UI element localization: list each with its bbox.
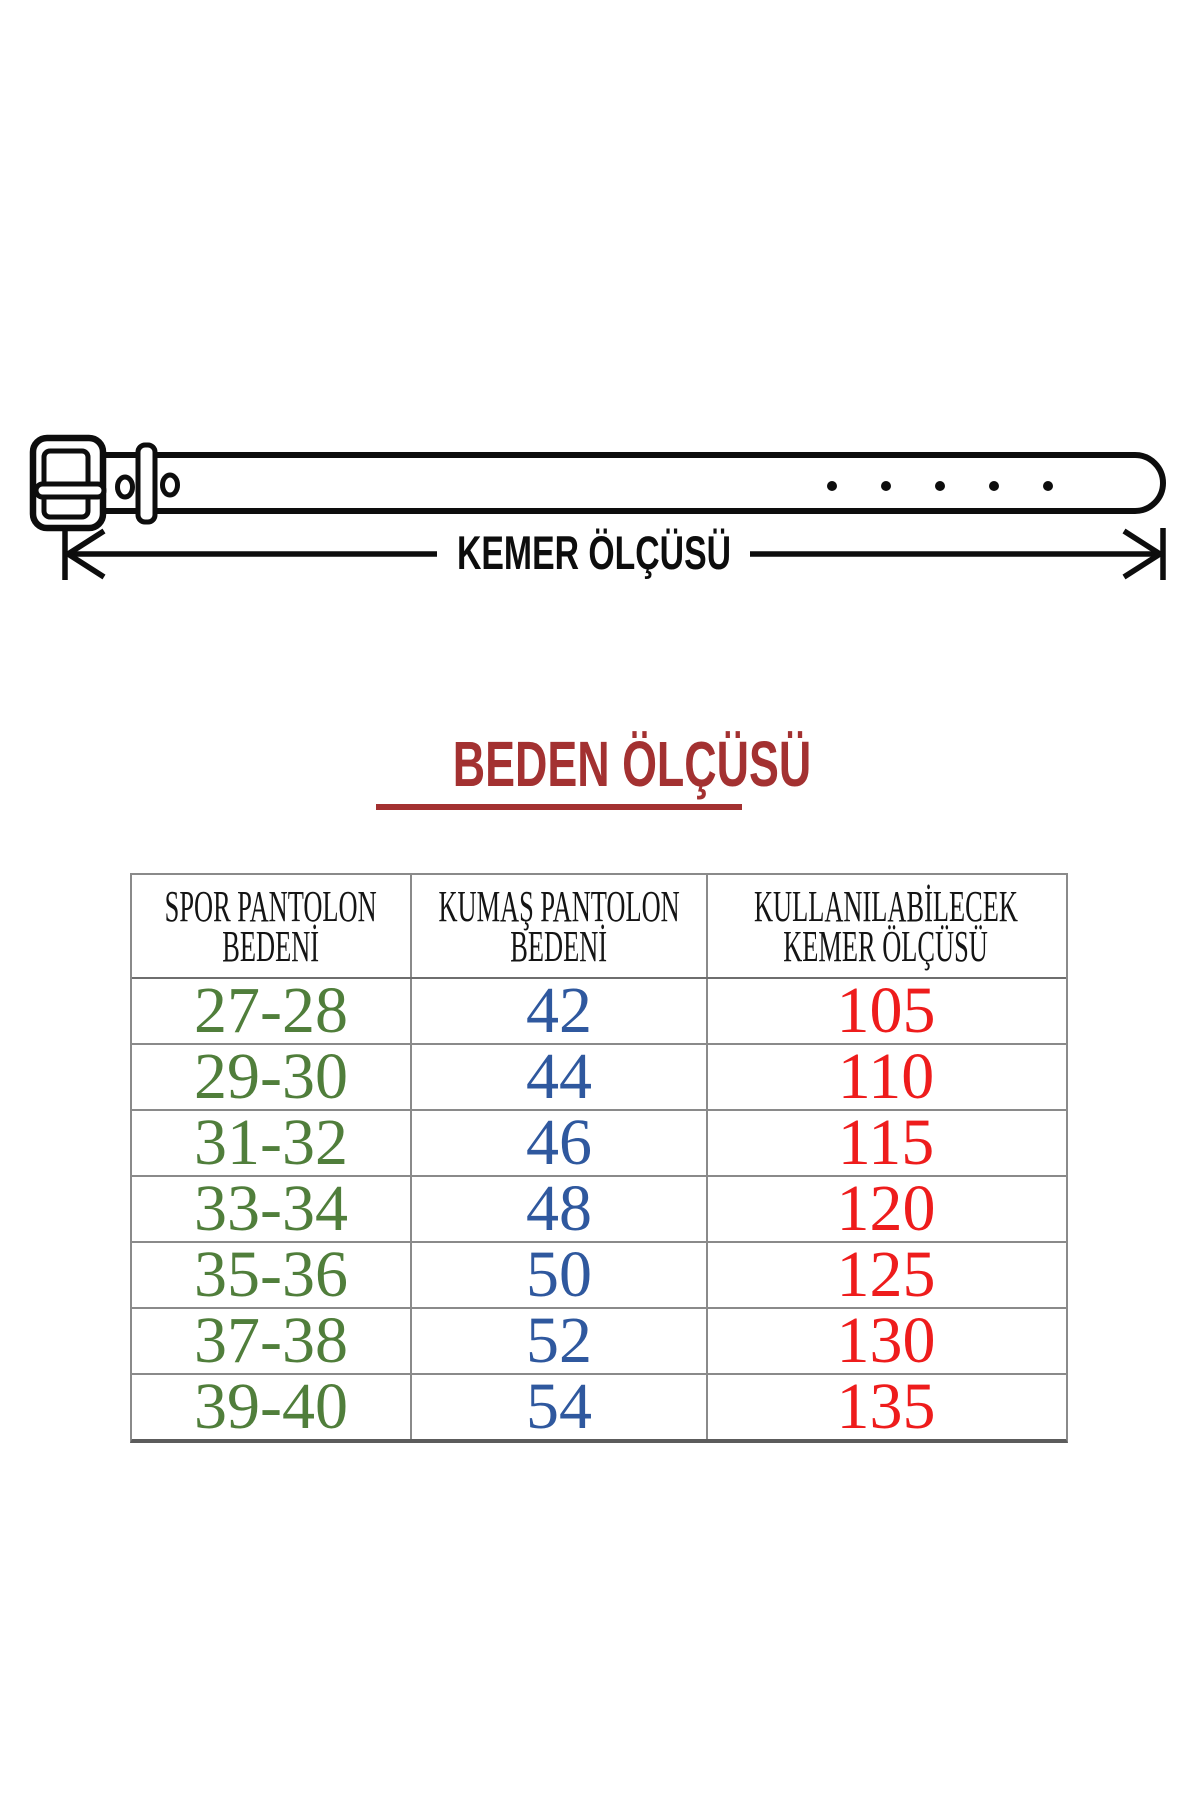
belt-size-cell: 130 xyxy=(836,1304,936,1377)
belt-size-cell: 135 xyxy=(836,1370,936,1443)
fabric-size-cell: 44 xyxy=(412,1044,708,1110)
header-line: KULLANILABİLECEK xyxy=(754,882,1018,931)
table-row: 27-28 42 105 xyxy=(132,974,1066,1047)
belt-illustration: KEMER ÖLÇÜSÜ xyxy=(29,434,1166,580)
header-line: KUMAŞ PANTOLON xyxy=(438,882,680,931)
table-header-row: SPOR PANTOLON BEDENİ KUMAŞ PANTOLON BEDE… xyxy=(132,875,1066,979)
fabric-size-cell: 50 xyxy=(412,1242,708,1308)
measure-arrow xyxy=(62,528,1166,580)
fabric-size-cell: 46 xyxy=(412,1110,708,1176)
fabric-size-cell: 52 xyxy=(412,1308,708,1374)
sport-size-cell: 33-34 xyxy=(132,1176,412,1242)
table-row: 31-32 46 115 xyxy=(132,1106,1066,1179)
sport-size-cell: 27-28 xyxy=(132,978,412,1044)
belt-strap xyxy=(92,452,1166,514)
sport-size-cell: 39-40 xyxy=(132,1374,412,1440)
belt-size-cell: 120 xyxy=(836,1172,936,1245)
belt-eyelet xyxy=(115,474,135,500)
sport-size-cell: 31-32 xyxy=(132,1110,412,1176)
belt-figure: KEMER ÖLÇÜSÜ xyxy=(0,425,1200,665)
table-row: 29-30 44 110 xyxy=(132,1040,1066,1113)
section-title-underline: BEDEN ÖLÇÜSÜ xyxy=(376,731,811,810)
sport-size-cell: 29-30 xyxy=(132,1044,412,1110)
belt-buckle-prong xyxy=(33,481,107,500)
fabric-size-cell: 54 xyxy=(412,1374,708,1440)
belt-size-cell: 115 xyxy=(837,1106,935,1179)
belt-eyelet xyxy=(160,472,180,498)
table-row: 39-40 54 135 xyxy=(132,1370,1066,1443)
belt-keeper xyxy=(135,442,158,525)
header-line: BEDENİ xyxy=(222,922,320,971)
header-line: BEDENİ xyxy=(510,922,608,971)
header-fabric-size: KUMAŞ PANTOLON BEDENİ xyxy=(412,875,708,977)
size-table: SPOR PANTOLON BEDENİ KUMAŞ PANTOLON BEDE… xyxy=(130,873,1068,1443)
fabric-size-cell: 48 xyxy=(412,1176,708,1242)
table-row: 33-34 48 120 xyxy=(132,1172,1066,1245)
belt-size-cell: 125 xyxy=(836,1238,936,1311)
table-row: 37-38 52 130 xyxy=(132,1304,1066,1377)
header-belt-size: KULLANILABİLECEK KEMER ÖLÇÜSÜ xyxy=(708,875,1064,977)
sport-size-cell: 35-36 xyxy=(132,1242,412,1308)
belt-size-cell: 110 xyxy=(837,1040,935,1113)
belt-size-cell: 105 xyxy=(836,974,936,1047)
belt-punch-holes xyxy=(827,481,1053,491)
sport-size-cell: 37-38 xyxy=(132,1308,412,1374)
header-sport-size: SPOR PANTOLON BEDENİ xyxy=(132,875,412,977)
header-line: SPOR PANTOLON xyxy=(164,882,378,931)
table-row: 35-36 50 125 xyxy=(132,1238,1066,1311)
header-line: KEMER ÖLÇÜSÜ xyxy=(783,922,989,971)
page-title: BEDEN ÖLÇÜSÜ xyxy=(452,728,812,800)
fabric-size-cell: 42 xyxy=(412,978,708,1044)
belt-measure-label: KEMER ÖLÇÜSÜ xyxy=(457,526,731,579)
